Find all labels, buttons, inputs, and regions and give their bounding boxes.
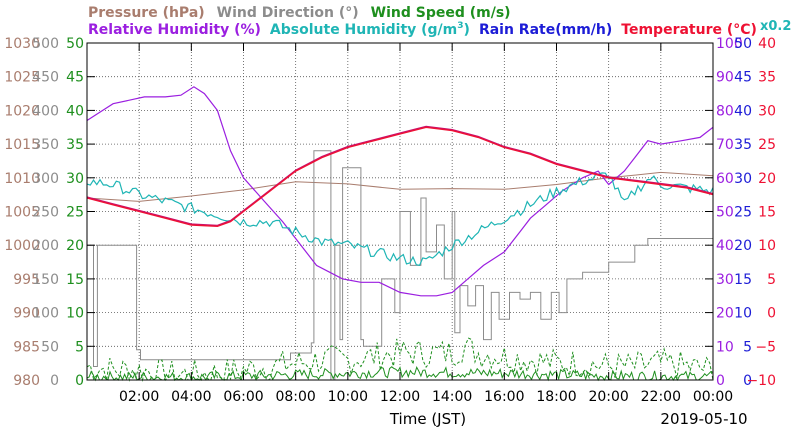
left-axis-1-tick-10: 500 <box>32 36 59 52</box>
left-axis-1-tick-7: 350 <box>32 137 59 153</box>
legend-item-r2-3: Temperature (°C) <box>621 22 757 38</box>
left-axis-2-tick-9: 45 <box>66 70 84 86</box>
right-axis-2-tick-1: −5 <box>755 339 776 355</box>
series-6-line <box>86 126 714 228</box>
right-axis-0-tick-6: 60 <box>716 171 734 187</box>
right-axis-2-tick-6: 20 <box>758 171 776 187</box>
legend-item-r1-2: Wind Speed (m/s) <box>371 5 511 21</box>
legend-row-1: Pressure (hPa) Wind Direction (°) Wind Spe… <box>88 5 511 21</box>
x-tick-label-11: 00:00 <box>693 389 733 405</box>
left-axis-0-tick-4: 1000 <box>4 238 40 254</box>
left-axis-2-tick-2: 10 <box>66 306 84 322</box>
right-axis-2-tick-4: 10 <box>758 238 776 254</box>
left-axis-1-tick-6: 300 <box>32 171 59 187</box>
left-axis-1-tick-8: 400 <box>32 103 59 119</box>
right-axis-0-tick-8: 80 <box>716 103 734 119</box>
right-axis-1-tick-1: 5 <box>743 339 752 355</box>
x-tick-label-0: 02:00 <box>119 389 159 405</box>
right-axis-1-tick-6: 30 <box>734 171 752 187</box>
left-axis-2-tick-1: 5 <box>75 339 84 355</box>
axis-labels: 02:00 04:00 06:00 08:00 10:00 12:00 14:00 16:00… <box>4 36 776 405</box>
left-axis-2-tick-8: 40 <box>66 103 84 119</box>
legend-row-2: Relative Humidity (%) Absolute Humidity (… <box>88 21 757 38</box>
x-tick-label-5: 12:00 <box>380 389 420 405</box>
x-tick-label-6: 14:00 <box>432 389 472 405</box>
right-axis-0-tick-9: 90 <box>716 70 734 86</box>
x-tick-label-3: 08:00 <box>275 389 315 405</box>
right-axis-1-tick-5: 25 <box>734 205 752 221</box>
left-axis-0-tick-7: 1015 <box>4 137 40 153</box>
legend-item-r2-0: Relative Humidity (%) <box>88 22 261 38</box>
legend-item-r2-1: Absolute Humidity (g/m3) <box>270 21 470 38</box>
right-axis-2-tick-9: 35 <box>758 70 776 86</box>
left-axis-1-tick-0: 0 <box>50 373 59 389</box>
right-axis-0-tick-3: 30 <box>716 272 734 288</box>
right-axis-1-tick-10: 50 <box>734 36 752 52</box>
left-axis-0-tick-2: 990 <box>13 306 40 322</box>
right-axis-1-tick-7: 35 <box>734 137 752 153</box>
x-tick-label-10: 22:00 <box>641 389 681 405</box>
left-axis-0-tick-6: 1010 <box>4 171 40 187</box>
right-axis-0-tick-10: 100 <box>716 36 743 52</box>
series-2-line <box>86 337 714 382</box>
left-axis-0-tick-0: 980 <box>13 373 40 389</box>
date-label: 2019-05-10 <box>660 410 747 428</box>
legend-item-r1-1: Wind Direction (°) <box>217 5 359 21</box>
right-axis-2-tick-10: 40 <box>758 36 776 52</box>
left-axis-1-tick-4: 200 <box>32 238 59 254</box>
right-axis-2-tick-2: 0 <box>767 306 776 322</box>
series-5-line <box>86 172 714 266</box>
left-axis-2-tick-7: 35 <box>66 137 84 153</box>
series-1-line <box>87 150 713 381</box>
right-axis-0-tick-2: 20 <box>716 306 734 322</box>
legend-item-r1-0: Pressure (hPa) <box>88 5 205 21</box>
left-axis-0-tick-5: 1005 <box>4 205 40 221</box>
legend-item-r2-2: Rain Rate(mm/h) <box>479 22 612 38</box>
right-axis-1-tick-2: 10 <box>734 306 752 322</box>
x-axis-label: Time (JST) <box>389 410 466 428</box>
left-axis-1-tick-5: 250 <box>32 205 59 221</box>
x-tick-label-1: 04:00 <box>171 389 211 405</box>
left-axis-0-tick-10: 1030 <box>4 36 40 52</box>
right-axis-0-tick-4: 40 <box>716 238 734 254</box>
x-tick-label-4: 10:00 <box>328 389 368 405</box>
right-axis-0-tick-1: 10 <box>716 339 734 355</box>
right-axis-0-tick-5: 50 <box>716 205 734 221</box>
x-tick-label-7: 16:00 <box>484 389 524 405</box>
right-axis-2-tick-5: 15 <box>758 205 776 221</box>
x-tick-label-8: 18:00 <box>536 389 576 405</box>
right-axis-1-tick-4: 20 <box>734 238 752 254</box>
right-axis-1-tick-8: 40 <box>734 103 752 119</box>
left-axis-2-tick-4: 20 <box>66 238 84 254</box>
right-axis-2-tick-7: 25 <box>758 137 776 153</box>
left-axis-2-tick-6: 30 <box>66 171 84 187</box>
right-axis-0-tick-0: 0 <box>716 373 725 389</box>
absolute-humidity-scale-note: x0.2 <box>760 19 791 34</box>
left-axis-0-tick-1: 985 <box>13 339 40 355</box>
left-axis-1-tick-1: 50 <box>41 339 59 355</box>
right-axis-0-tick-7: 70 <box>716 137 734 153</box>
left-axis-0-tick-9: 1025 <box>4 70 40 86</box>
axis-ticks <box>87 42 714 381</box>
right-axis-1-tick-3: 15 <box>734 272 752 288</box>
left-axis-1-tick-3: 150 <box>32 272 59 288</box>
left-axis-0-tick-8: 1020 <box>4 103 40 119</box>
right-axis-1-tick-0: 0 <box>743 373 752 389</box>
left-axis-2-tick-5: 25 <box>66 205 84 221</box>
right-axis-2-tick-3: 5 <box>767 272 776 288</box>
left-axis-1-tick-2: 100 <box>32 306 59 322</box>
x-tick-label-2: 06:00 <box>223 389 263 405</box>
left-axis-2-tick-0: 0 <box>75 373 84 389</box>
right-axis-2-tick-0: −10 <box>746 373 776 389</box>
right-axis-2-tick-8: 30 <box>758 103 776 119</box>
series-6-line-shadow <box>86 125 714 226</box>
right-axis-1-tick-9: 45 <box>734 70 752 86</box>
left-axis-2-tick-10: 50 <box>66 36 84 52</box>
x-tick-label-9: 20:00 <box>588 389 628 405</box>
left-axis-1-tick-9: 450 <box>32 70 59 86</box>
left-axis-2-tick-3: 15 <box>66 272 84 288</box>
left-axis-0-tick-3: 995 <box>13 272 40 288</box>
